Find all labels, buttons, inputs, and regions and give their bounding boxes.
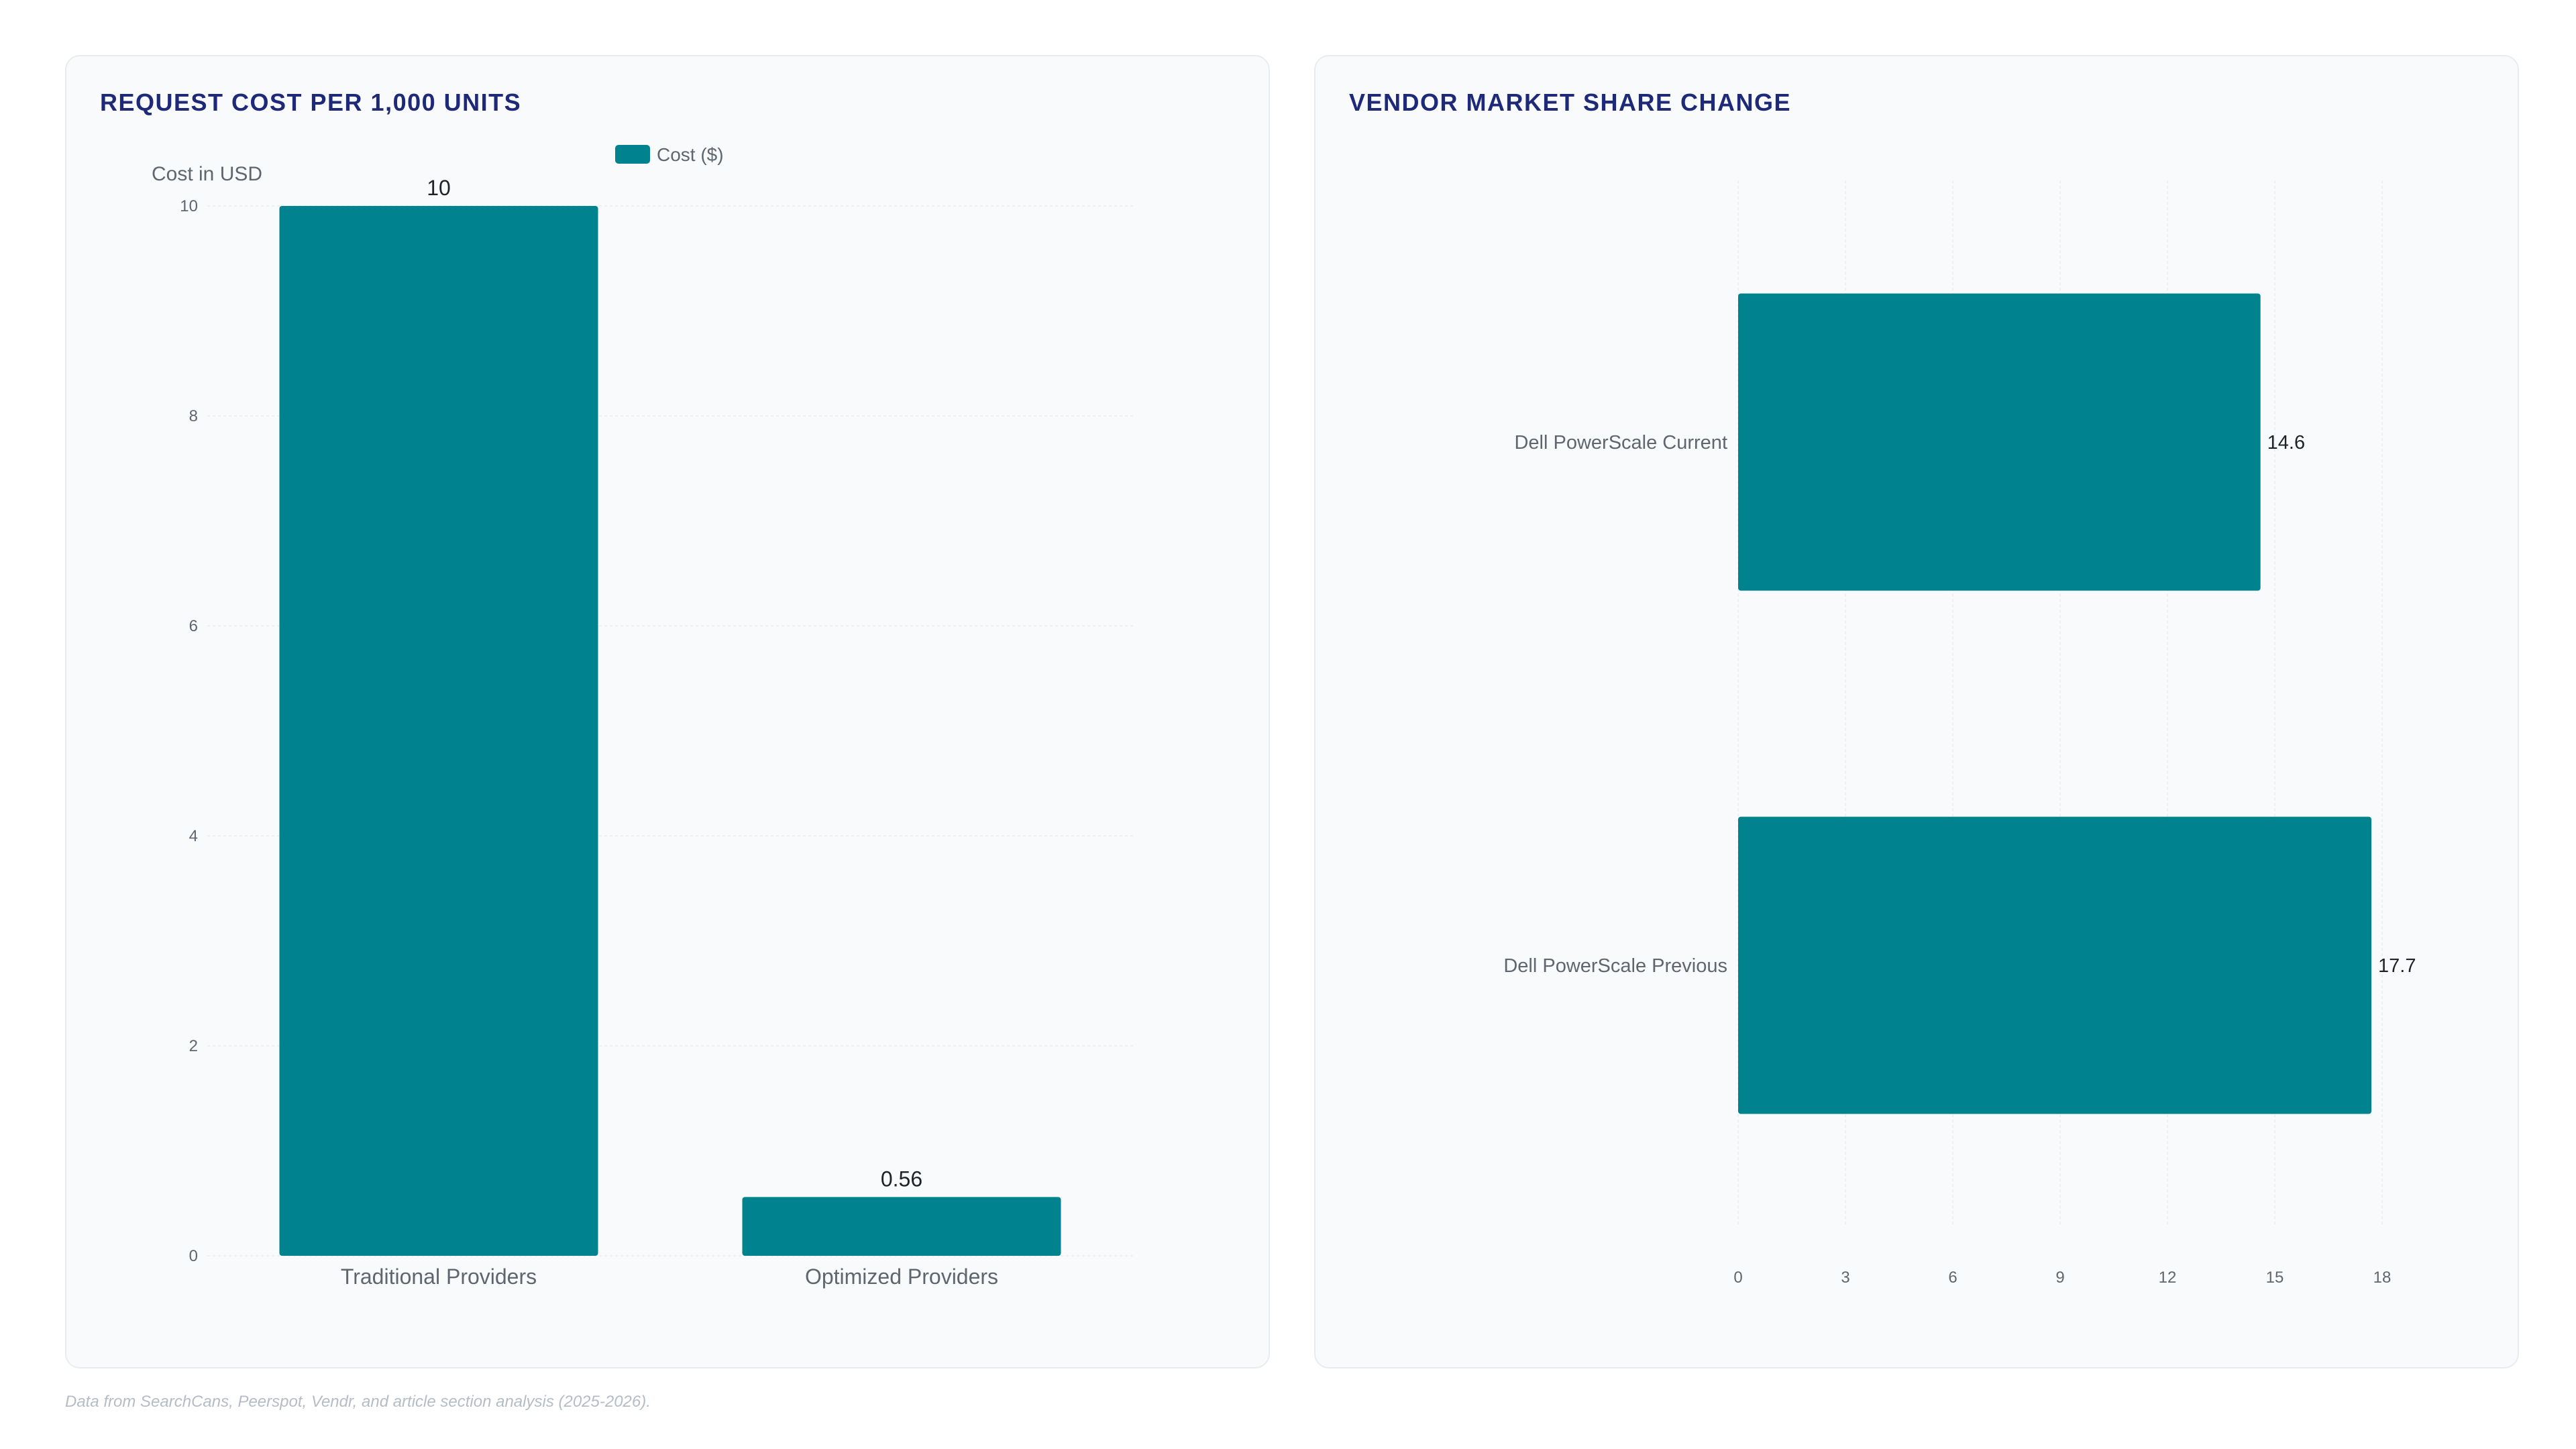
x-tick-label: 3: [1841, 1269, 1849, 1287]
bar: [742, 1197, 1061, 1256]
y-tick-label: 4: [189, 827, 198, 845]
x-tick-label: 6: [1948, 1269, 1957, 1287]
y-category-label: Dell PowerScale Current: [1514, 432, 1727, 453]
y-tick-label: 6: [189, 617, 198, 635]
market-share-bar-chart: 0 3 6 9 12 15 18 14.6 Dell PowerScale Current 17.…: [1503, 180, 2416, 1287]
x-tick-label: 18: [2373, 1269, 2392, 1287]
x-tick-label: 12: [2159, 1269, 2177, 1287]
bar-value-label: 10: [427, 176, 451, 200]
bar-value-label: 0.56: [881, 1167, 922, 1191]
market-share-chart-title: VENDOR MARKET SHARE CHANGE: [1349, 89, 1792, 116]
legend-label: Cost ($): [657, 144, 724, 165]
bar: [1738, 293, 2261, 591]
x-tick-label: 0: [1733, 1269, 1742, 1287]
y-category-label: Dell PowerScale Previous: [1503, 955, 1727, 977]
x-category-label: Traditional Providers: [341, 1265, 537, 1289]
x-tick-label: 15: [2266, 1269, 2284, 1287]
bar: [279, 206, 598, 1256]
bar-value-label: 14.6: [2267, 432, 2305, 453]
bar: [1738, 816, 2371, 1114]
y-axis-label: Cost in USD: [152, 163, 262, 185]
x-category-label: Optimized Providers: [805, 1265, 998, 1289]
cost-chart-title: REQUEST COST PER 1,000 UNITS: [100, 89, 522, 116]
data-source-footnote: Data from SearchCans, Peerspot, Vendr, a…: [65, 1393, 651, 1411]
legend-swatch: [615, 145, 650, 164]
cost-bar-chart: 0 2 4 6 8 10 Cost in USD Cost ($) 10 Traditional …: [152, 144, 1133, 1289]
bar-value-label: 17.7: [2378, 955, 2416, 977]
y-tick-label: 2: [189, 1037, 198, 1055]
market-share-chart-card: VENDOR MARKET SHARE CHANGE 0 3 6 9 12 15 18 14.…: [1314, 55, 2519, 1368]
x-tick-label: 9: [2055, 1269, 2064, 1287]
y-tick-label: 10: [180, 197, 198, 215]
cost-chart-card: REQUEST COST PER 1,000 UNITS 0 2 4 6 8 10 Cost…: [65, 55, 1270, 1368]
y-tick-label: 0: [189, 1247, 198, 1265]
y-tick-label: 8: [189, 407, 198, 425]
